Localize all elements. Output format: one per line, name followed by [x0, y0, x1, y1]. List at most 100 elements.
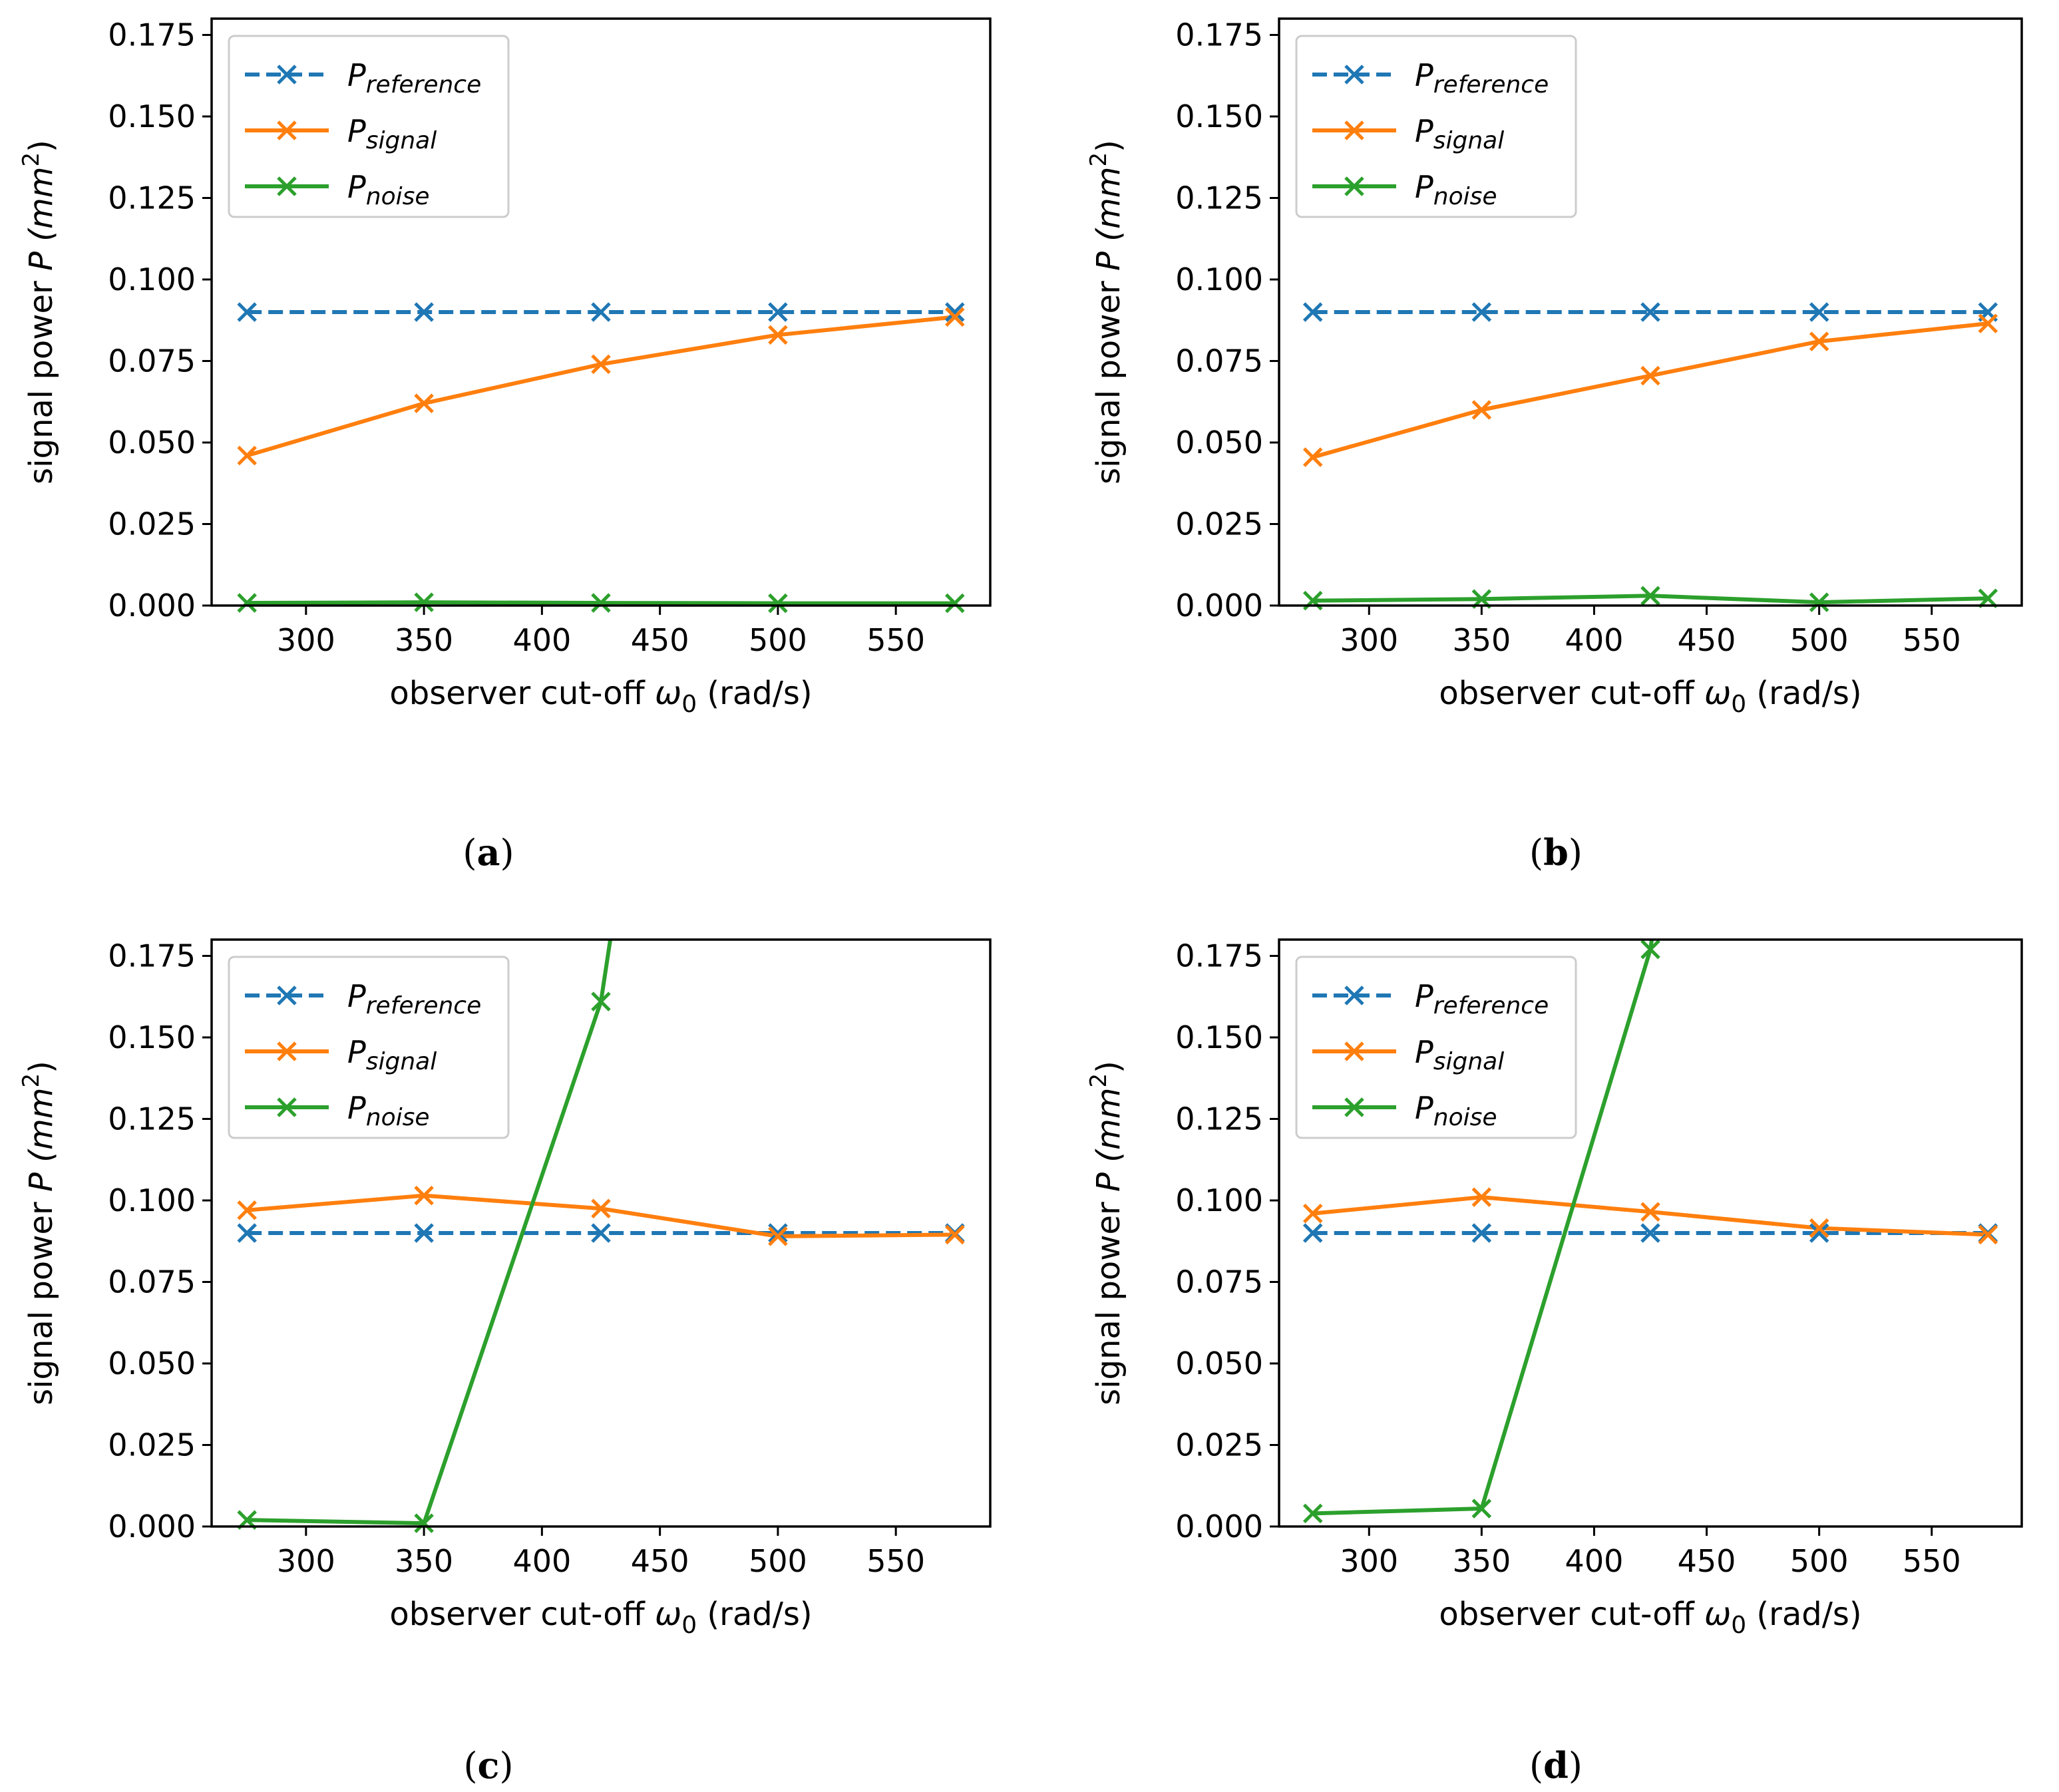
panel-caption: (a): [463, 831, 514, 874]
data-point-signal: [1978, 1224, 1998, 1245]
legend-marker-reference: [1344, 986, 1364, 1005]
legend-label-signal: Psignal: [347, 1034, 437, 1075]
y-tick-label: 0.100: [1175, 262, 1263, 297]
legend: Preference Psignal Pnoise: [228, 956, 510, 1139]
y-tick-label: 0.175: [108, 17, 196, 53]
x-tick-label: 300: [1340, 1543, 1398, 1579]
y-tick-label: 0.050: [108, 1345, 196, 1381]
y-tick-label: 0.050: [1175, 425, 1263, 460]
data-point-noise: [768, 593, 788, 614]
chart-panel-a: 0.000 0.025 0.050 0.075 0.100 0.125 0.150 0.175…: [18, 17, 992, 874]
legend-marker-noise: [277, 1097, 297, 1117]
x-tick-label: 450: [631, 622, 689, 658]
legend-label-reference: Preference: [347, 57, 481, 98]
legend-label-reference: Preference: [1415, 978, 1549, 1019]
legend-marker-signal: [1344, 120, 1364, 140]
panel-caption: (b): [1529, 831, 1583, 874]
legend-label-noise: Pnoise: [1415, 169, 1497, 210]
legend-marker-noise: [1344, 176, 1364, 196]
y-tick-label: 0.025: [108, 506, 196, 542]
legend-marker-reference: [1344, 65, 1364, 85]
legend: Preference Psignal Pnoise: [1295, 956, 1577, 1139]
legend-box: [228, 956, 510, 1139]
series-line-signal: [246, 315, 956, 458]
y-tick-label: 0.000: [108, 588, 196, 624]
x-tick-label: 400: [1565, 1543, 1624, 1579]
panel-caption: (c): [463, 1744, 513, 1787]
data-point-reference: [1809, 302, 1829, 322]
x-tick-label: 500: [1790, 622, 1849, 658]
x-tick-label: 400: [512, 1543, 571, 1579]
plot-frame: [1278, 938, 2023, 1528]
data-point-noise: [1640, 586, 1660, 606]
data-point-noise: [237, 593, 257, 613]
y-tick-label: 0.000: [1175, 588, 1263, 624]
data-point-signal: [1471, 400, 1492, 420]
legend-marker-signal: [277, 120, 297, 140]
legend-marker-reference: [277, 986, 297, 1005]
y-tick-label: 0.025: [108, 1427, 196, 1463]
x-axis-label: observer cut-off ω0 (rad/s): [1439, 675, 1861, 718]
data-point-signal: [1640, 1202, 1660, 1222]
data-point-reference: [1471, 302, 1492, 322]
data-point-reference: [1640, 1223, 1660, 1243]
x-tick-label: 500: [749, 1543, 807, 1579]
data-point-noise: [1809, 592, 1829, 612]
x-tick-label: 500: [1790, 1543, 1849, 1579]
y-tick-label: 0.050: [108, 425, 196, 460]
legend-label-signal: Psignal: [1415, 113, 1504, 154]
data-point-reference: [945, 302, 965, 322]
data-point-signal: [591, 1198, 611, 1219]
y-tick-label: 0.175: [1175, 938, 1263, 974]
y-tick-label: 0.075: [1175, 343, 1263, 379]
y-tick-label: 0.150: [108, 98, 196, 134]
chart-panel-b: 0.000 0.025 0.050 0.075 0.100 0.125 0.150 0.175…: [1085, 17, 2023, 874]
y-tick-label: 0.150: [108, 1019, 196, 1055]
data-point-reference: [1640, 302, 1660, 322]
legend-label-signal: Psignal: [1415, 1034, 1504, 1075]
y-tick-label: 0.075: [108, 1264, 196, 1300]
data-point-signal: [237, 445, 257, 466]
legend-marker-noise: [277, 176, 297, 196]
data-point-signal: [768, 1226, 788, 1246]
x-tick-label: 350: [1452, 622, 1511, 658]
chart-panel-c: 0.000 0.025 0.050 0.075 0.100 0.125 0.150 0.175…: [18, 938, 992, 1787]
x-tick-label: 400: [512, 622, 571, 658]
chart-panel-d: 0.000 0.025 0.050 0.075 0.100 0.125 0.150 0.175…: [1085, 938, 2023, 1787]
y-tick-label: 0.150: [1175, 98, 1263, 134]
data-point-noise: [414, 592, 434, 612]
y-tick-label: 0.175: [1175, 17, 1263, 53]
x-tick-label: 400: [1565, 622, 1624, 658]
data-point-noise: [1978, 588, 1998, 608]
data-point-signal: [1302, 1203, 1323, 1224]
x-tick-label: 350: [395, 1543, 453, 1579]
data-point-noise: [1471, 1499, 1492, 1519]
series-line-signal: [1312, 321, 1988, 459]
data-point-signal: [237, 1200, 257, 1220]
y-tick-label: 0.075: [1175, 1264, 1263, 1300]
x-tick-label: 550: [866, 622, 925, 658]
data-point-noise: [591, 991, 611, 1011]
series-line-noise: [1312, 940, 1654, 1516]
x-tick-label: 500: [749, 622, 807, 658]
data-point-reference: [414, 302, 434, 322]
panel-caption: (d): [1529, 1744, 1583, 1787]
data-point-signal: [768, 325, 788, 345]
legend-label-noise: Pnoise: [347, 169, 430, 210]
data-point-signal: [1978, 313, 1998, 333]
data-point-reference: [1809, 1223, 1829, 1243]
data-point-reference: [237, 1223, 257, 1243]
y-tick-label: 0.050: [1175, 1345, 1263, 1381]
y-tick-label: 0.000: [1175, 1509, 1263, 1544]
plot-frame: [210, 938, 992, 1528]
data-point-signal: [414, 1185, 434, 1206]
data-point-signal: [1302, 447, 1323, 467]
y-tick-label: 0.100: [1175, 1182, 1263, 1218]
legend-marker-noise: [1344, 1097, 1364, 1117]
x-axis-label: observer cut-off ω0 (rad/s): [389, 675, 812, 718]
legend-marker-signal: [1344, 1041, 1364, 1061]
x-tick-label: 450: [1678, 622, 1736, 658]
legend-label-reference: Preference: [347, 978, 481, 1019]
legend-label-reference: Preference: [1415, 57, 1549, 98]
